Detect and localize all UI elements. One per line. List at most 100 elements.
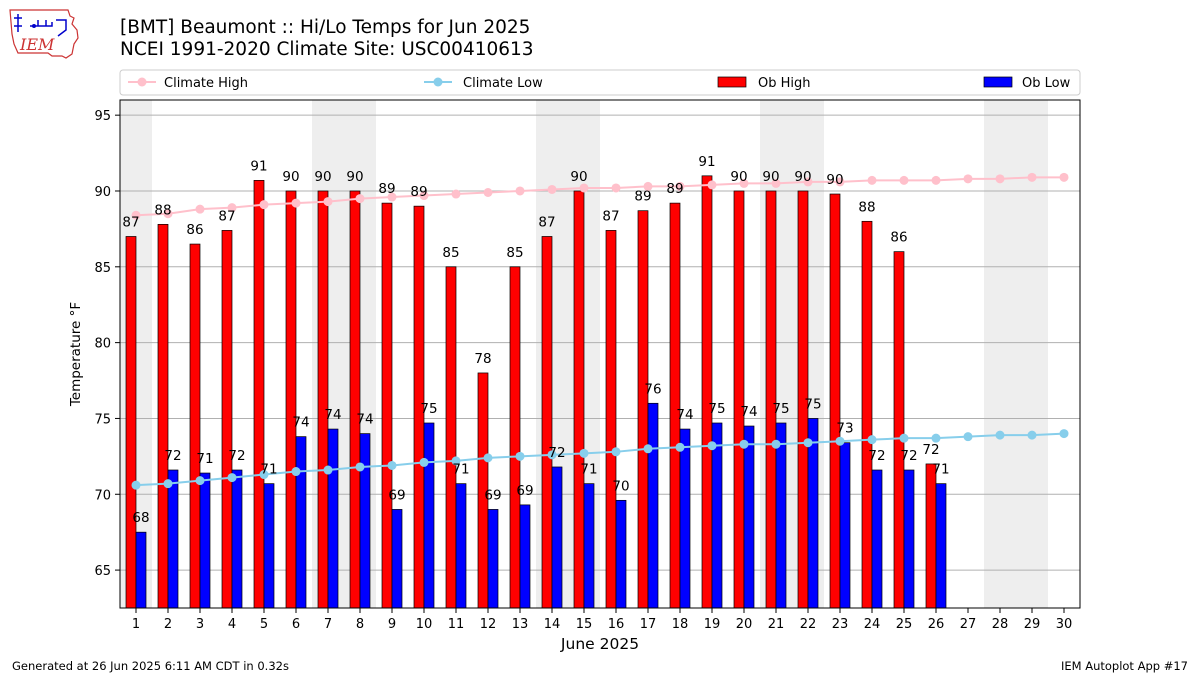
climate-high-point [227,203,237,213]
legend-ob-high-label: Ob High [758,76,811,91]
climate-high-point [1059,172,1069,182]
x-tick-label: 10 [416,617,433,632]
legend-climate-low-label: Climate Low [463,76,543,91]
ob-high-label: 85 [506,245,523,261]
climate-low-point [419,457,429,467]
ob-high-label: 86 [890,230,907,246]
y-tick-label: 75 [94,412,111,427]
climate-high-point [931,175,941,185]
climate-low-point [259,470,269,480]
ob-high-label: 87 [538,214,555,230]
chart-subtitle: NCEI 1991-2020 Climate Site: USC00410613 [120,39,534,60]
ob-high-bar [669,202,681,609]
ob-high-bar [701,175,713,609]
ob-high-label: 90 [794,169,811,185]
ob-low-label: 72 [228,448,245,464]
climate-high-point [483,188,493,198]
ob-low-bar [839,442,851,609]
y-tick-label: 90 [94,185,111,200]
ob-high-bar [605,230,617,609]
ob-low-label: 69 [516,483,533,499]
ob-high-label: 90 [762,169,779,185]
ob-low-label: 74 [676,407,693,423]
climate-low-point [131,480,141,490]
ob-high-label: 87 [602,208,619,224]
ob-low-label: 71 [260,462,277,478]
ob-low-label: 70 [612,478,629,494]
ob-high-label: 89 [410,184,427,200]
climate-high-point [547,184,557,194]
climate-low-line [135,432,1065,487]
climate-high-point [451,189,461,199]
climate-high-point [259,200,269,210]
ob-low-label: 75 [804,396,821,412]
ob-low-bar [551,466,563,609]
ob-low-label: 71 [580,462,597,478]
climate-low-point [835,436,845,446]
app-credit: IEM Autoplot App #17 [1060,659,1188,673]
climate-high-point [131,210,141,220]
x-tick-label: 8 [356,617,364,632]
legend-climate-high-marker [137,77,147,87]
climate-high-point [739,178,749,188]
ob-high-label: 89 [378,181,395,197]
ob-high-bar [509,266,521,609]
x-tick-label: 27 [960,617,977,632]
x-tick-label: 23 [832,617,849,632]
climate-low-point [579,448,589,458]
legend-ob-low-swatch [983,76,1013,88]
ob-low-label: 72 [164,448,181,464]
ob-low-label: 74 [740,404,757,420]
ob-high-bar [157,223,169,609]
climate-low-point [483,453,493,463]
ob-low-bar [295,436,307,609]
x-tick-label: 25 [896,617,913,632]
ob-low-bar [871,469,883,609]
x-tick-label: 26 [928,617,945,632]
ob-low-bar [135,531,147,609]
climate-high-point [323,197,333,207]
ob-low-label: 71 [196,451,213,467]
ob-low-bar [199,472,211,609]
ob-high-bar [445,266,457,609]
climate-high-point [771,178,781,188]
ob-low-label: 75 [772,401,789,417]
plot-frame [119,99,1081,609]
climate-low-point [1059,429,1069,439]
ob-low-bar [455,483,467,609]
ob-low-label: 73 [836,421,853,437]
ob-low-label: 74 [356,412,373,428]
x-tick-label: 18 [672,617,689,632]
ob-high-bar [541,236,553,609]
ob-low-bar [711,422,723,609]
x-tick-label: 19 [704,617,721,632]
ob-high-label: 90 [826,172,843,188]
x-tick-label: 22 [800,617,817,632]
legend-ob-high-swatch [717,76,747,88]
ob-high-bar [253,180,265,609]
x-tick-label: 29 [1024,617,1041,632]
legend-climate-high-label: Climate High [164,76,248,91]
ob-low-bar [263,483,275,609]
climate-high-point [579,183,589,193]
x-tick-label: 28 [992,617,1009,632]
ob-low-label: 72 [548,445,565,461]
ob-low-label: 76 [644,381,661,397]
x-tick-label: 20 [736,617,753,632]
weekend-shade [984,100,1016,608]
ob-low-label: 74 [292,415,309,431]
climate-low-point [227,473,237,483]
ob-high-label: 88 [858,199,875,215]
ob-low-label: 72 [868,448,885,464]
ob-high-label: 86 [186,222,203,238]
ob-low-bar [391,509,403,609]
climate-high-point [643,181,653,191]
x-axis-label: June 2025 [560,635,639,653]
ob-high-label: 78 [474,351,491,367]
ob-low-label: 71 [452,462,469,478]
ob-low-label: 75 [420,401,437,417]
climate-high-point [291,198,301,208]
ob-high-bar [637,210,649,609]
legend-ob-low-label: Ob Low [1022,76,1071,91]
ob-high-label: 87 [218,208,235,224]
